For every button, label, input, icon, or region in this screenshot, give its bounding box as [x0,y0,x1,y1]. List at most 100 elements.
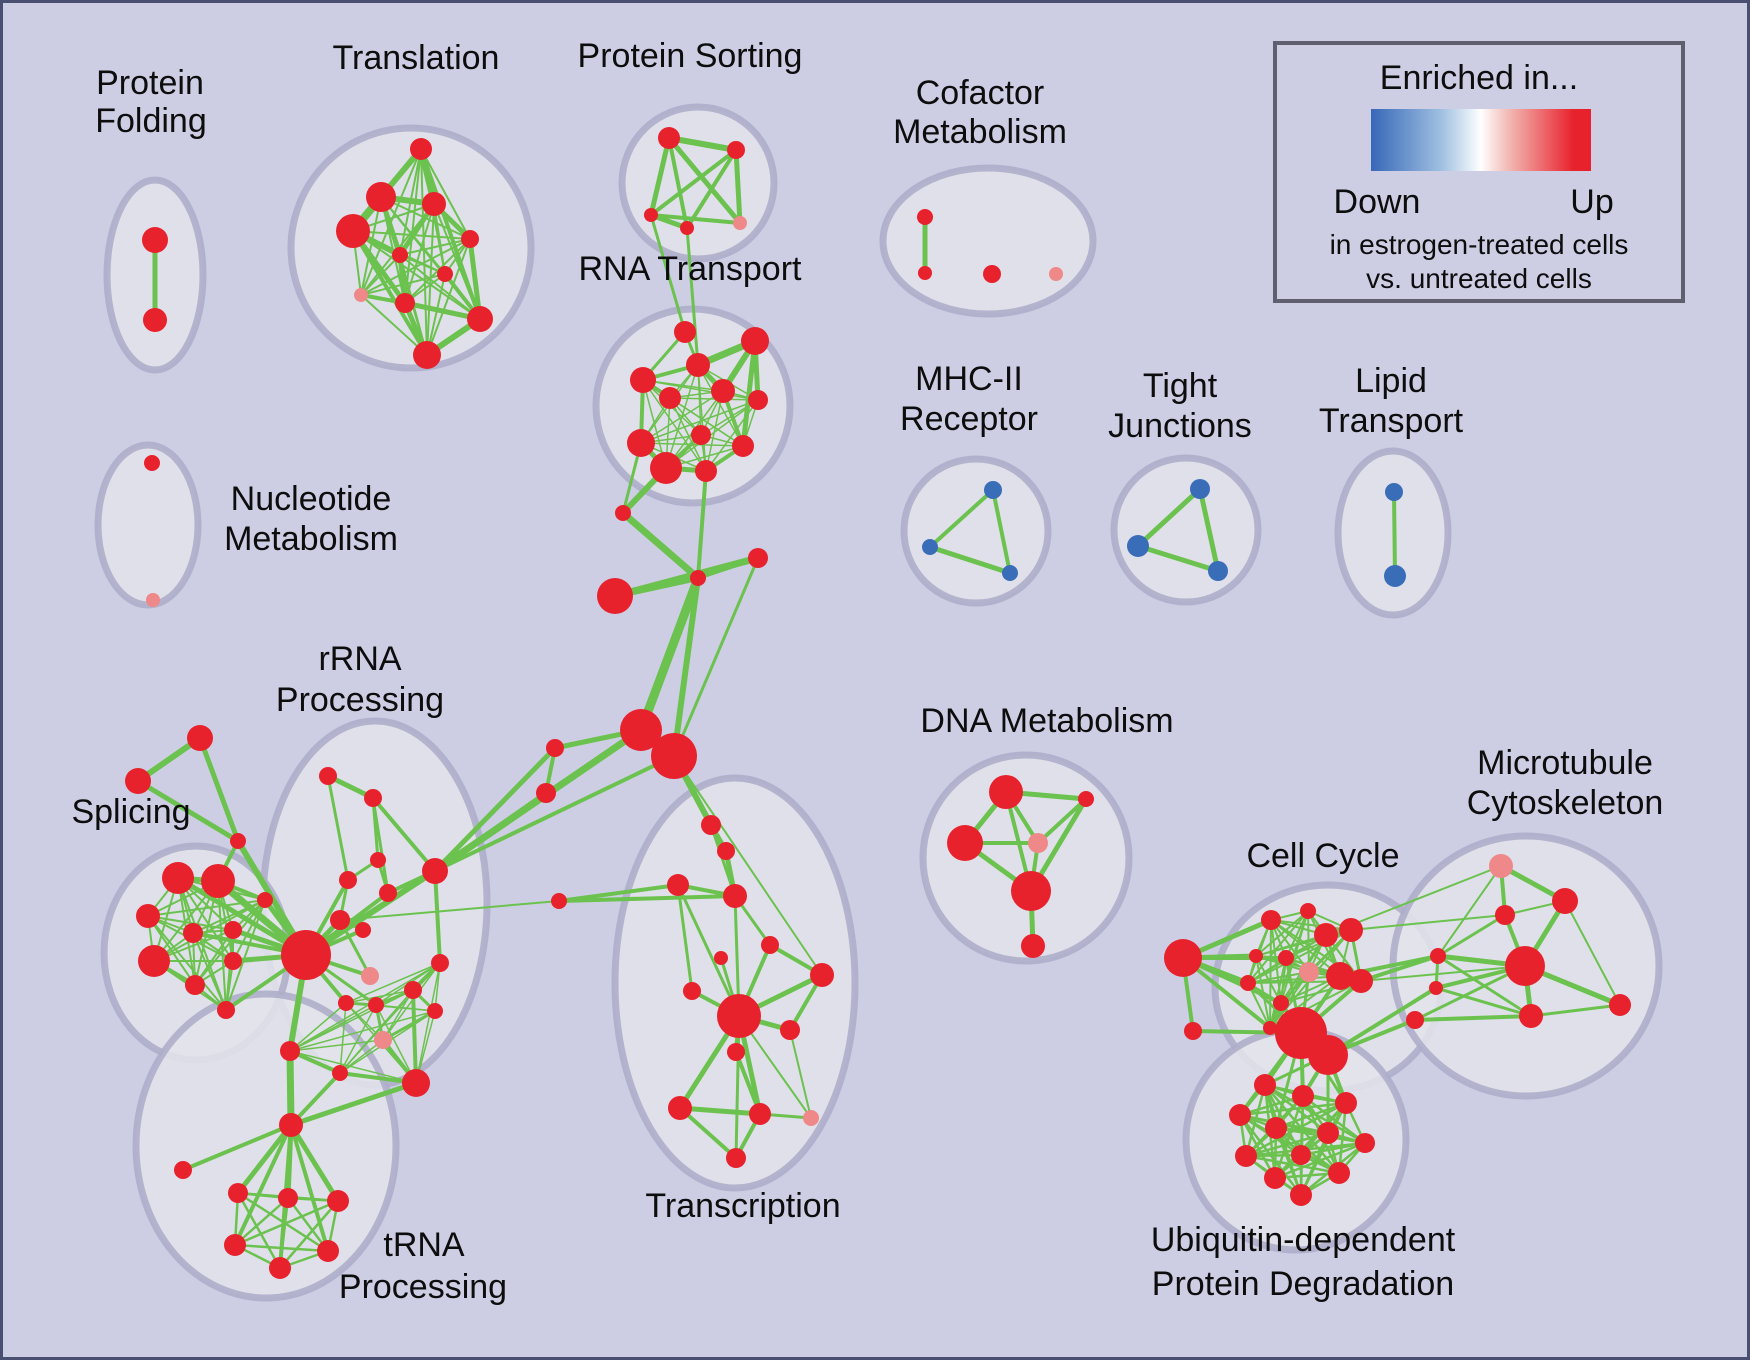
node-h1 [620,709,662,751]
cluster-label-lipid-transport-line2: Transport [1319,402,1464,440]
node-m2 [1495,905,1515,925]
edge [381,1009,437,1042]
node-rt8 [691,425,711,445]
node-tr6 [437,266,453,282]
cluster-label-trna-processing-line2: Processing [339,1268,507,1306]
cluster-label-translation: Translation [333,39,500,77]
node-s5 [136,904,160,928]
node-s0 [187,725,213,751]
edge [433,754,676,873]
node-j1 [615,505,631,521]
cluster-label-microtubule-cytoskeleton-line1: Microtubule [1477,744,1653,782]
node-q6 [317,1240,339,1262]
edge [649,213,687,334]
cluster-label-protein-folding-line1: Protein [96,64,204,102]
cluster-ellipse-tight-junctions [1110,454,1262,606]
mesh-edge [147,915,227,1011]
edge [371,796,437,873]
node-t5 [714,951,728,965]
mesh-edge [147,915,234,931]
cluster-label-ubiquitin-degradation-line1: Ubiquitin-dependent [1151,1221,1456,1259]
edge [235,1122,294,1196]
legend-gradient-bar [1371,109,1591,171]
node-c13 [1184,1022,1202,1040]
mesh-edge [1299,1141,1367,1157]
edge [1392,490,1397,578]
node-u8 [1291,1145,1311,1165]
node-tr8 [395,293,415,313]
edge [557,883,680,903]
node-tr3 [422,192,446,216]
mesh-edge [1301,1094,1367,1145]
mesh-edge [289,1002,347,1052]
node-s7 [224,921,242,939]
node-rt5 [711,379,735,403]
mesh-edge [399,254,481,320]
node-t0 [701,815,721,835]
mesh-edge [665,399,759,469]
mesh-edge [1255,910,1309,957]
edge [734,1014,741,1160]
node-ra17 [332,1065,348,1081]
node-x2 [1429,981,1443,995]
node-tj2 [1208,561,1228,581]
node-s11 [217,1001,235,1019]
mesh-edge [1299,1131,1330,1197]
mesh-edge [289,1050,417,1084]
mesh-edge [1274,1126,1303,1197]
mesh-edge [420,148,428,356]
edge [1436,913,1507,958]
node-s4 [201,864,235,898]
mesh-edge [697,364,707,472]
node-ra11 [338,995,354,1011]
node-u7 [1235,1145,1257,1167]
edge [1434,986,1533,1018]
edge [557,894,737,903]
node-t2 [667,874,689,896]
edge [419,147,482,321]
cluster-label-nucleotide-metabolism-line2: Metabolism [224,520,398,558]
node-lp1 [1384,565,1406,587]
node-s6 [183,923,203,943]
node-tr7 [354,288,368,302]
mesh-edge [177,877,234,962]
node-ps3 [680,221,694,235]
mesh-edge [352,230,481,320]
edge [649,148,738,217]
edge [666,135,739,153]
edge [636,573,703,735]
edge [326,774,350,882]
cluster-label-protein-folding-line2: Folding [95,102,207,140]
node-rt6 [748,390,768,410]
edge [709,823,737,898]
edge [1135,486,1203,549]
cluster-label-ubiquitin-degradation-line2: Protein Degradation [1152,1265,1454,1303]
mesh-edge [233,1199,340,1247]
cluster-ellipse-protein-sorting [618,103,778,263]
mesh-edge [278,1199,340,1270]
node-ps1 [727,141,745,159]
mesh-edge [192,932,227,1011]
edge [371,796,390,895]
node-mh0 [984,481,1002,499]
node-q4 [327,1190,349,1212]
cluster-label-cell-cycle: Cell Cycle [1246,837,1399,875]
mesh-edge [339,1004,377,1074]
edge [928,488,995,549]
node-c7 [1299,962,1319,982]
node-tr4 [461,230,479,248]
node-rt9 [732,435,754,457]
edge [1413,964,1527,1022]
node-ra1 [319,767,337,785]
node-tj0 [1190,479,1210,499]
node-ra15 [427,1003,443,1019]
node-ra9 [361,967,379,985]
mesh-edge [404,203,435,304]
mesh-edge [415,962,441,1084]
node-t12 [749,1103,771,1125]
node-c5 [1249,949,1263,963]
node-ra2 [364,789,382,807]
node-ra18 [402,1069,430,1097]
node-ra4 [370,852,386,868]
mesh-edge [375,1004,417,1084]
